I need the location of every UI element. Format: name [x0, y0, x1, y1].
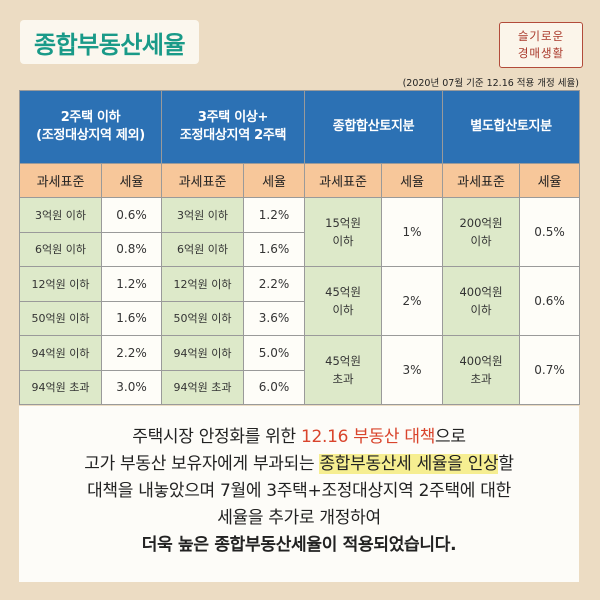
- cell-base: 6억원 이하: [161, 231, 245, 267]
- text-span: 고가 부동산 보유자에게 부과되는: [84, 454, 320, 474]
- description-line-4: 세율을 추가로 개정하여: [217, 508, 381, 528]
- subheader-rate: 세율: [100, 163, 163, 198]
- stamp-line-1: 슬기로운: [517, 29, 565, 43]
- cell-base-line: 이하: [332, 303, 354, 317]
- cell-rate: 2%: [381, 266, 444, 336]
- cell-base: 6억원 이하: [19, 231, 102, 267]
- cell-base: 12억원 이하: [19, 266, 102, 302]
- subheader-base: 과세표준: [442, 163, 521, 198]
- description-line-3: 대책을 내놓았으며 7월에 3주택+조정대상지역 2주택에 대한: [87, 481, 511, 501]
- cell-base: 94억원 이하: [161, 335, 245, 371]
- brand-stamp: 슬기로운 경매생활: [499, 22, 583, 68]
- header-line: (조정대상지역 제외): [36, 128, 145, 143]
- cell-rate: 0.8%: [100, 231, 163, 267]
- cell-base: 94억원 초과: [19, 369, 102, 405]
- basis-note: (2020년 07월 기준 12.16 적용 개정 세율): [402, 78, 579, 89]
- header-line: 2주택 이하: [60, 110, 121, 125]
- cell-rate: 3.6%: [243, 300, 306, 336]
- cell-base-line: 15억원: [325, 216, 361, 230]
- subheader-rate: 세율: [519, 163, 581, 198]
- description-conclusion: 더욱 높은 종합부동산세율이 적용되었습니다.: [141, 535, 457, 555]
- cell-base-line: 200억원: [459, 216, 503, 230]
- subheader-rate: 세율: [381, 163, 444, 198]
- cell-base-line: 이하: [332, 234, 354, 248]
- cell-rate: 0.5%: [519, 197, 581, 267]
- header-2-houses: 2주택 이하 (조정대상지역 제외): [18, 90, 163, 164]
- highlight-text: 종합부동산세 세율을 인상: [319, 454, 499, 474]
- text-span: 할: [498, 454, 514, 474]
- description-line-1: 주택시장 안정화를 위한 12.16 부동산 대책으로: [19, 424, 579, 451]
- description-line-2: 고가 부동산 보유자에게 부과되는 종합부동산세 세율을 인상할: [19, 451, 579, 478]
- subheader-base: 과세표준: [19, 163, 102, 198]
- cell-base: 3억원 이하: [19, 197, 102, 233]
- cell-base-line: 초과: [332, 372, 354, 386]
- cell-base: 3억원 이하: [161, 197, 245, 233]
- header-line: 조정대상지역 2주택: [179, 128, 287, 143]
- tax-rate-table-wrap: 2주택 이하 (조정대상지역 제외) 3주택 이상+ 조정대상지역 2주택 종합…: [18, 90, 581, 405]
- cell-rate: 0.6%: [100, 197, 163, 233]
- cell-rate: 5.0%: [243, 335, 306, 371]
- table-row: 3억원 이하 0.6% 3억원 이하 1.2% 15억원 이하 1% 200억원…: [19, 197, 581, 267]
- cell-base: 45억원 초과: [304, 335, 383, 405]
- cell-rate: 1.2%: [243, 197, 306, 233]
- cell-rate: 3%: [381, 335, 444, 405]
- cell-rate: 1%: [381, 197, 444, 267]
- table-row: 94억원 초과 3.0% 94억원 초과 6.0%: [19, 369, 580, 405]
- highlight-text: 12.16 부동산 대책: [300, 427, 436, 447]
- cell-base: 12억원 이하: [161, 266, 245, 302]
- text-span: 으로: [435, 427, 466, 447]
- header-land-combined: 종합합산토지분: [304, 90, 444, 164]
- cell-base: 400억원 초과: [442, 335, 521, 405]
- cell-rate: 2.2%: [100, 335, 163, 371]
- cell-base: 200억원 이하: [442, 197, 521, 267]
- text-span: 주택시장 안정화를 위한: [132, 427, 301, 447]
- tax-rate-table: 2주택 이하 (조정대상지역 제외) 3주택 이상+ 조정대상지역 2주택 종합…: [18, 90, 581, 405]
- cell-base-line: 이하: [470, 234, 492, 248]
- table-row: 50억원 이하 1.6% 50억원 이하 3.6%: [19, 300, 580, 336]
- cell-base: 94억원 초과: [161, 369, 245, 405]
- header-3-houses: 3주택 이상+ 조정대상지역 2주택: [161, 90, 306, 164]
- cell-rate: 6.0%: [243, 369, 306, 405]
- cell-base-line: 400억원: [459, 285, 503, 299]
- cell-rate: 2.2%: [243, 266, 306, 302]
- cell-base-line: 이하: [470, 303, 492, 317]
- subheader-base: 과세표준: [161, 163, 245, 198]
- subheader-base: 과세표준: [304, 163, 383, 198]
- header-line: 종합합산토지분: [332, 119, 415, 134]
- header-line: 별도합산토지분: [470, 119, 552, 134]
- cell-base: 50억원 이하: [19, 300, 102, 336]
- stamp-line-2: 경매생활: [517, 46, 565, 60]
- table-row: 6억원 이하 0.8% 6억원 이하 1.6%: [19, 231, 580, 267]
- page-title: 종합부동산세율: [20, 20, 200, 64]
- cell-base-line: 45억원: [325, 285, 361, 299]
- cell-base-line: 초과: [470, 372, 492, 386]
- table-row: 12억원 이하 1.2% 12억원 이하 2.2% 45억원 이하 2% 400…: [19, 266, 581, 336]
- header-line: 3주택 이상+: [197, 110, 269, 125]
- cell-base: 15억원 이하: [304, 197, 383, 267]
- cell-base: 400억원 이하: [442, 266, 521, 336]
- cell-rate: 0.7%: [519, 335, 581, 405]
- cell-base: 45억원 이하: [304, 266, 383, 336]
- table-row: 94억원 이하 2.2% 94억원 이하 5.0% 45억원 초과 3% 400…: [19, 335, 581, 405]
- subheader-rate: 세율: [243, 163, 306, 198]
- cell-rate: 0.6%: [519, 266, 581, 336]
- cell-rate: 1.6%: [243, 231, 306, 267]
- header-land-separate: 별도합산토지분: [442, 90, 581, 164]
- cell-rate: 3.0%: [100, 369, 163, 405]
- cell-base: 94억원 이하: [19, 335, 102, 371]
- description-panel: 주택시장 안정화를 위한 12.16 부동산 대책으로 고가 부동산 보유자에게…: [19, 406, 579, 582]
- cell-base-line: 400억원: [459, 354, 503, 368]
- cell-base-line: 45억원: [325, 354, 361, 368]
- cell-rate: 1.6%: [100, 300, 163, 336]
- cell-base: 50억원 이하: [161, 300, 245, 336]
- cell-rate: 1.2%: [100, 266, 163, 302]
